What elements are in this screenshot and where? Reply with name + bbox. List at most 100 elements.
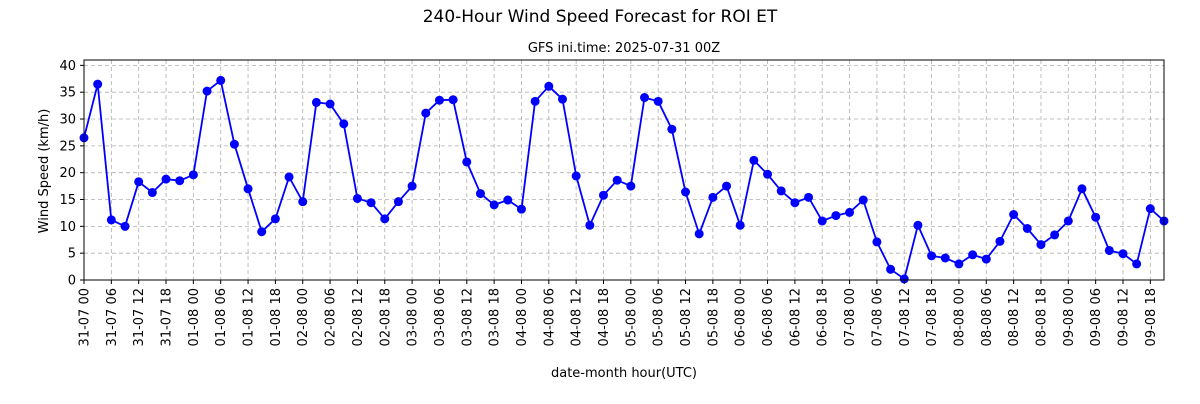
x-tick-label: 06-08 12 (788, 288, 803, 346)
x-tick-label: 31-07 00 (78, 288, 93, 346)
x-tick-label: 06-08 18 (816, 288, 831, 346)
data-point (845, 207, 855, 217)
data-point (134, 177, 144, 187)
x-tick-label: 09-08 12 (1116, 288, 1131, 346)
data-point (1145, 204, 1155, 214)
x-tick-label: 02-08 00 (296, 288, 311, 346)
data-point (1050, 230, 1060, 240)
data-point (981, 254, 991, 264)
data-point (120, 221, 130, 231)
y-tick-label: 0 (68, 274, 76, 289)
plot-frame (83, 59, 1165, 281)
data-point (229, 139, 239, 149)
data-point (763, 169, 773, 179)
data-point (872, 237, 882, 247)
data-point (489, 200, 499, 210)
data-point (708, 192, 718, 202)
series-line-path (83, 79, 1165, 280)
x-tick-label: 08-08 12 (1007, 288, 1022, 346)
x-tick-label: 09-08 18 (1144, 288, 1159, 346)
data-point (694, 229, 704, 239)
data-point (530, 96, 540, 106)
data-point (858, 195, 868, 205)
x-tick-label: 05-08 18 (706, 288, 721, 346)
x-tick-label: 01-08 12 (242, 288, 257, 346)
data-point (1063, 216, 1073, 226)
x-tick-label: 05-08 12 (679, 288, 694, 346)
x-tick-label: 05-08 00 (624, 288, 639, 346)
x-tick-label: 09-08 00 (1062, 288, 1077, 346)
x-tick-label: 31-07 12 (132, 288, 147, 346)
data-point (270, 214, 280, 224)
series-line (83, 79, 1165, 280)
y-tick-label: 25 (59, 139, 76, 154)
x-tick-label: 04-08 18 (597, 288, 612, 346)
data-point (93, 79, 103, 89)
y-tick-label: 30 (59, 113, 76, 128)
data-point (188, 170, 198, 180)
data-point (790, 198, 800, 208)
chart-title: 240-Hour Wind Speed Forecast for ROI ET (423, 7, 778, 27)
x-tick-label: 04-08 06 (542, 288, 557, 346)
data-point (1036, 240, 1046, 250)
data-point (544, 81, 554, 91)
x-axis-label: date-month hour(UTC) (551, 366, 697, 381)
y-tick-label: 5 (68, 247, 76, 262)
y-tick-label: 20 (59, 166, 76, 181)
data-point (106, 215, 116, 225)
data-point (653, 96, 663, 106)
data-point (421, 108, 431, 118)
x-tick-label: 07-08 06 (870, 288, 885, 346)
x-tick-label: 01-08 06 (214, 288, 229, 346)
data-point (667, 124, 677, 134)
data-point (434, 95, 444, 105)
data-point (954, 259, 964, 269)
data-point (831, 211, 841, 221)
x-tick-label: 02-08 18 (378, 288, 393, 346)
data-point (722, 181, 732, 191)
x-tick-label: 02-08 12 (351, 288, 366, 346)
x-tick-label: 03-08 12 (460, 288, 475, 346)
data-point (927, 251, 937, 261)
data-point (886, 264, 896, 274)
data-point (380, 214, 390, 224)
data-point (352, 193, 362, 203)
data-point (393, 197, 403, 207)
data-point (681, 187, 691, 197)
data-point (968, 250, 978, 260)
data-point (640, 93, 650, 103)
data-point (1022, 223, 1032, 233)
x-tick-label: 07-08 00 (843, 288, 858, 346)
data-point (1077, 184, 1087, 194)
chart-subtitle: GFS ini.time: 2025-07-31 00Z (528, 41, 720, 56)
y-axis-label: Wind Speed (km/h) (37, 109, 52, 234)
data-point (1104, 245, 1114, 255)
data-point (202, 86, 212, 96)
data-point (995, 236, 1005, 246)
x-tick-label: 31-07 18 (160, 288, 175, 346)
x-tick-label: 04-08 12 (570, 288, 585, 346)
data-point (516, 204, 526, 214)
y-tick-label: 40 (59, 59, 76, 74)
series-points (79, 75, 1169, 284)
x-tick-label: 03-08 18 (488, 288, 503, 346)
data-point (243, 184, 253, 194)
data-point (284, 172, 294, 182)
data-point (339, 119, 349, 129)
data-point (147, 188, 157, 198)
x-tick-label: 08-08 18 (1034, 288, 1049, 346)
data-point (598, 190, 608, 200)
x-tick-label: 31-07 06 (105, 288, 120, 346)
y-axis-ticks: 0 5 10 15 20 25 30 35 40 (59, 59, 84, 289)
data-point (585, 220, 595, 230)
x-tick-label: 07-08 18 (925, 288, 940, 346)
grid (83, 60, 1164, 281)
y-tick-label: 10 (59, 220, 76, 235)
y-tick-label: 15 (59, 193, 76, 208)
data-point (626, 181, 636, 191)
data-point (940, 253, 950, 263)
data-point (1009, 210, 1019, 220)
data-point (735, 220, 745, 230)
data-point (175, 176, 185, 186)
data-point (298, 197, 308, 207)
